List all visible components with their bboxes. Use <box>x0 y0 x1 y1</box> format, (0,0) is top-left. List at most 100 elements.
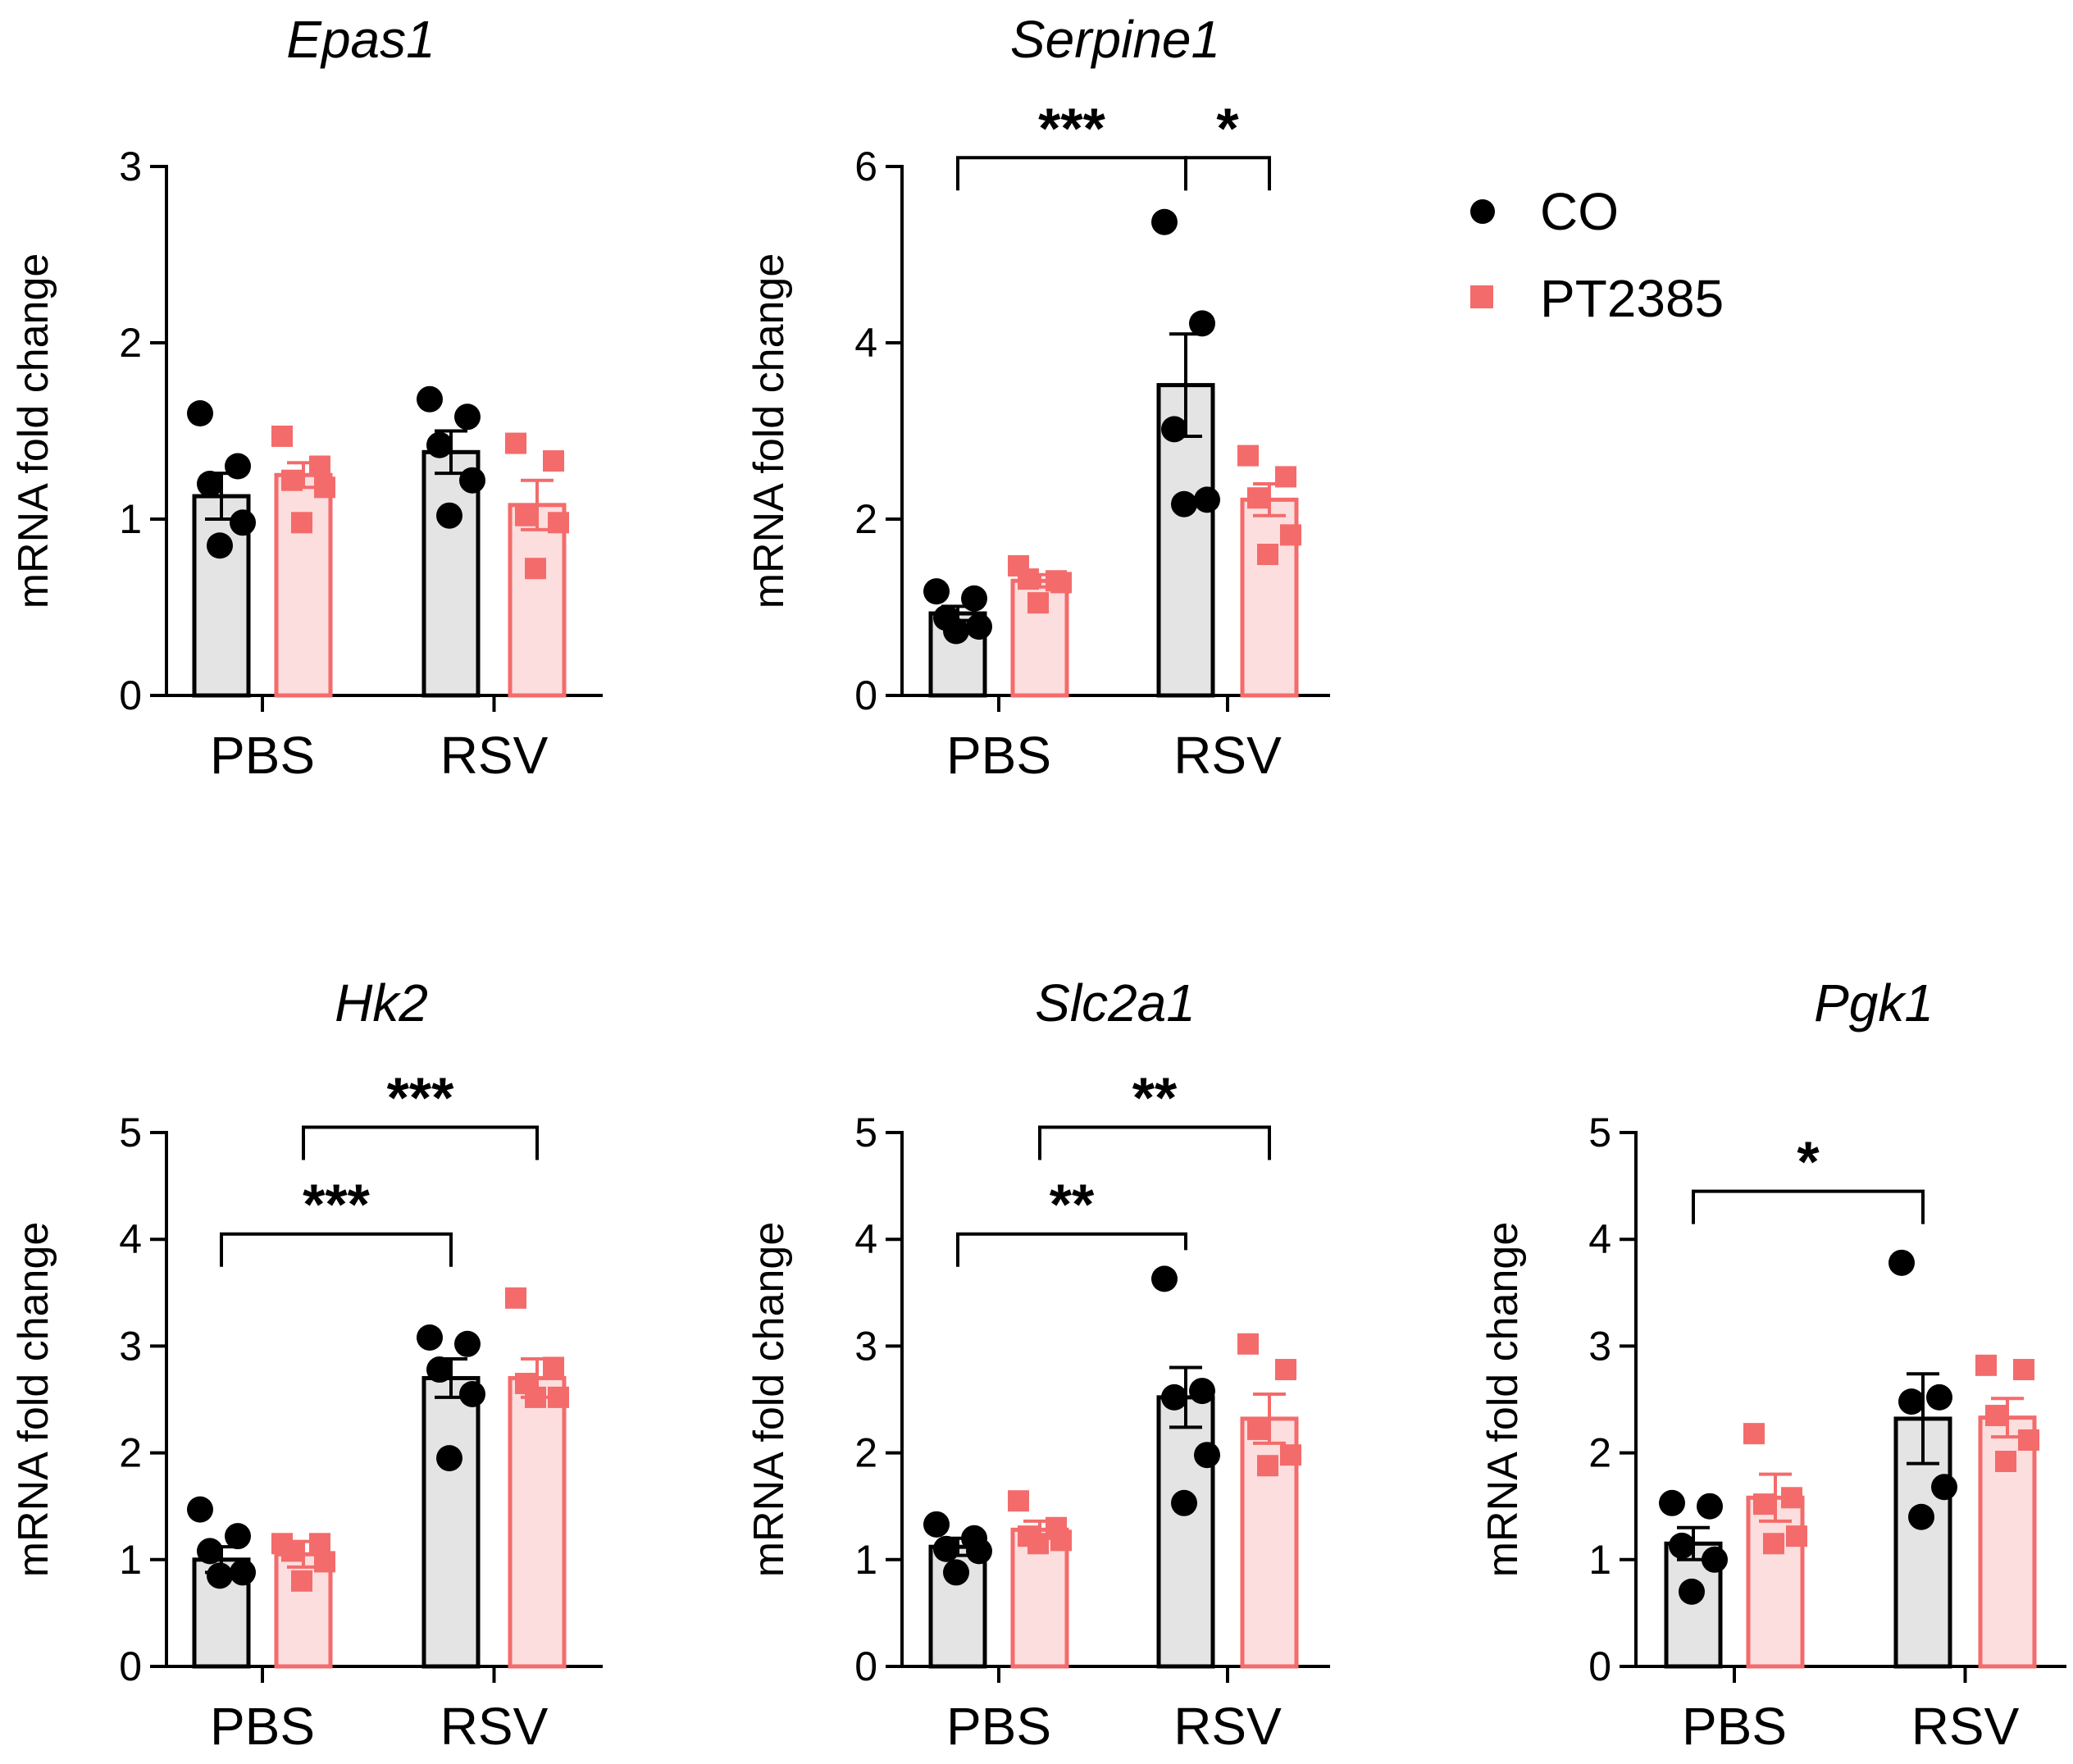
data-point-pt2385 <box>314 476 335 499</box>
panel-title: Epas1 <box>286 10 435 69</box>
data-point-co <box>436 502 462 529</box>
data-point-co <box>459 1380 485 1407</box>
y-tick-label: 4 <box>119 1216 142 1262</box>
data-point-pt2385 <box>1237 1333 1259 1355</box>
bar-rsv-pt2385 <box>508 1375 567 1669</box>
data-point-co <box>436 1445 462 1472</box>
data-point-co <box>207 532 233 559</box>
significance-bracket <box>1692 1189 1925 1224</box>
data-point-co <box>187 400 213 426</box>
y-tick-label: 3 <box>119 1323 142 1369</box>
legend-pt2385-marker <box>1470 285 1493 308</box>
data-point-pt2385 <box>1237 444 1259 467</box>
significance-bracket <box>956 156 1187 191</box>
data-point-co <box>1931 1474 1957 1501</box>
data-point-co <box>454 403 481 431</box>
y-tick-label: 0 <box>119 1643 142 1689</box>
data-point-co <box>1702 1546 1728 1573</box>
data-point-pt2385 <box>505 1287 526 1309</box>
y-tick-label: 2 <box>119 1430 142 1476</box>
x-tick-label: PBS <box>946 1697 1051 1756</box>
significance-label: *** <box>387 1065 454 1129</box>
data-point-co <box>1161 1383 1187 1411</box>
data-point-pt2385 <box>1743 1423 1765 1445</box>
data-point-pt2385 <box>281 1540 303 1562</box>
data-point-co <box>1151 1265 1178 1292</box>
y-axis-label: mRNA fold change <box>10 1222 57 1578</box>
data-point-pt2385 <box>1050 1529 1072 1552</box>
data-point-pt2385 <box>271 425 293 447</box>
data-point-co <box>943 618 969 645</box>
data-point-co <box>966 613 992 640</box>
data-point-co <box>417 385 443 413</box>
data-point-pt2385 <box>543 1356 564 1379</box>
data-point-pt2385 <box>525 558 546 580</box>
data-point-co <box>1908 1503 1934 1530</box>
y-tick-label: 5 <box>854 1110 877 1155</box>
data-point-pt2385 <box>1975 1354 1997 1376</box>
data-point-pt2385 <box>1995 1451 2016 1473</box>
data-point-co <box>1888 1249 1915 1276</box>
data-point-pt2385 <box>1985 1405 2007 1427</box>
panel-title: Serpine1 <box>1010 10 1220 69</box>
data-point-co <box>1659 1489 1685 1516</box>
x-tick-label: RSV <box>1173 726 1282 785</box>
data-point-pt2385 <box>548 512 569 534</box>
panel-title: Slc2a1 <box>1035 973 1196 1032</box>
x-tick-label: PBS <box>946 726 1051 785</box>
data-point-co <box>1697 1493 1723 1520</box>
data-point-co <box>966 1538 992 1565</box>
x-tick-label: RSV <box>1911 1697 2020 1756</box>
y-tick-label: 3 <box>854 1323 877 1369</box>
data-point-pt2385 <box>1275 1359 1296 1381</box>
data-point-pt2385 <box>1280 524 1301 546</box>
y-tick-label: 2 <box>1588 1430 1611 1476</box>
panel-title: Hk2 <box>335 973 428 1032</box>
y-tick-label: 1 <box>854 1537 877 1583</box>
significance-bracket <box>1038 1125 1271 1160</box>
significance-label: *** <box>303 1173 370 1237</box>
data-point-pt2385 <box>515 504 536 526</box>
data-point-pt2385 <box>1027 592 1049 614</box>
data-point-pt2385 <box>1275 466 1296 488</box>
y-tick-label: 1 <box>1588 1537 1611 1583</box>
bar-rsv-co <box>1156 1395 1215 1669</box>
data-point-pt2385 <box>1763 1533 1784 1555</box>
significance-bracket <box>956 1232 1187 1267</box>
data-point-co <box>417 1324 443 1351</box>
y-tick-label: 0 <box>854 1643 877 1689</box>
data-point-co <box>197 471 223 497</box>
panel-hk2: Hk2 mRNA fold change 0 1 2 3 4 5 PBS RSV *** *** <box>10 973 603 1756</box>
y-tick-label: 0 <box>854 672 877 718</box>
y-tick-label: 0 <box>119 672 142 718</box>
bar-pbs-pt2385 <box>274 472 333 698</box>
data-point-co <box>923 578 950 605</box>
data-point-pt2385 <box>1050 572 1072 594</box>
y-tick-label: 5 <box>1588 1110 1611 1155</box>
data-point-co <box>454 1330 481 1357</box>
data-point-co <box>230 1559 256 1586</box>
data-point-co <box>197 1538 223 1565</box>
x-tick-label: PBS <box>210 726 315 785</box>
significance-bracket <box>1184 156 1271 191</box>
significance-label: * <box>1216 96 1239 160</box>
data-point-co <box>1669 1532 1695 1559</box>
data-point-pt2385 <box>1280 1444 1301 1466</box>
y-axis-label: mRNA fold change <box>745 1222 793 1578</box>
data-point-pt2385 <box>291 1570 312 1592</box>
data-point-pt2385 <box>543 450 564 472</box>
data-point-pt2385 <box>2013 1359 2034 1381</box>
data-point-co <box>187 1496 213 1523</box>
x-tick-label: RSV <box>440 726 549 785</box>
legend: CO PT2385 <box>1470 182 1724 328</box>
data-point-co <box>1926 1383 1952 1411</box>
data-point-pt2385 <box>309 1533 330 1555</box>
panel-slc2a1: Slc2a1 mRNA fold change 0 1 2 3 4 5 PBS RSV ** ** <box>745 973 1330 1756</box>
data-point-co <box>1171 490 1197 517</box>
legend-co-marker <box>1470 199 1495 224</box>
data-point-co <box>459 467 485 494</box>
y-tick-label: 3 <box>119 144 142 189</box>
data-point-co <box>207 1562 233 1589</box>
